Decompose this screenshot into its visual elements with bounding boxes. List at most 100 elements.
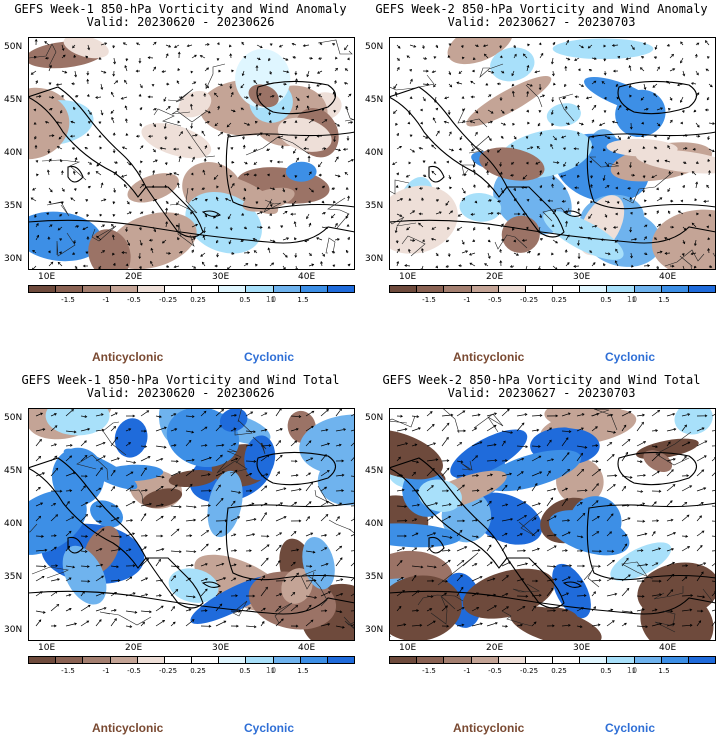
longitude-label: 30E <box>212 643 230 653</box>
valid-period: Valid: 20230627 - 20230703 <box>447 386 636 400</box>
country-border <box>679 255 693 270</box>
anticyclonic-shading <box>606 138 678 157</box>
colorbar-segment <box>661 286 689 292</box>
anticyclonic-label: Anticyclonic <box>92 721 164 735</box>
coastline <box>428 536 445 554</box>
latitude-label: 30N <box>4 254 23 264</box>
coastline <box>428 165 445 183</box>
latitude-label: 35N <box>4 201 23 211</box>
map-panel: GEFS Week-2 850-hPa Vorticity and Wind T… <box>361 371 722 742</box>
longitude-label: 20E <box>486 643 504 653</box>
colorbar-segment <box>110 657 138 663</box>
colorbar-tick-label: 1 <box>270 667 276 675</box>
colorbar-segment <box>444 286 472 292</box>
longitude-label: 40E <box>659 643 677 653</box>
latitude-label: 45N <box>4 466 23 476</box>
country-border <box>622 171 674 204</box>
coastline <box>144 186 204 238</box>
colorbar-segment <box>137 286 165 292</box>
anticyclonic-shading <box>88 229 131 270</box>
colorbar-tick-label: 1.5 <box>658 667 670 675</box>
latitude-label: 50N <box>4 42 23 52</box>
colorbar-segment <box>192 657 220 663</box>
longitude-label: 20E <box>125 643 143 653</box>
colorbar-segment <box>83 657 111 663</box>
wind-vectors <box>30 38 354 270</box>
latitude-label: 50N <box>4 413 23 423</box>
map-canvas <box>28 37 355 270</box>
longitude-label: 20E <box>486 272 504 282</box>
country-border <box>237 408 243 423</box>
anticyclonic-shading <box>141 123 212 159</box>
colorbar-segment <box>498 286 526 292</box>
longitude-label: 30E <box>573 272 591 282</box>
longitude-label: 10E <box>399 643 417 653</box>
cyclonic-shading <box>490 47 535 82</box>
colorbar-segment <box>137 657 165 663</box>
colorbar-tick-label: 1 <box>270 296 276 304</box>
colorbar-segment <box>56 286 84 292</box>
cyclonic-shading <box>114 418 148 458</box>
country-border <box>205 63 226 90</box>
colorbar-tick-label: -1.5 <box>422 667 436 675</box>
colorbar-tick-label: -1 <box>102 296 110 304</box>
cyclonic-shading <box>418 479 462 512</box>
colorbar <box>28 285 355 293</box>
colorbar-tick-label: -0.25 <box>158 667 178 675</box>
longitude-label: 40E <box>298 643 316 653</box>
valid-period: Valid: 20230620 - 20230626 <box>86 386 275 400</box>
colorbar-tick-label: 0.25 <box>551 667 567 675</box>
colorbar-tick-label: 0.5 <box>239 296 251 304</box>
colorbar-tick-label: -1.5 <box>61 296 75 304</box>
cyclonic-label: Cyclonic <box>244 721 295 735</box>
colorbar-segment <box>634 657 662 663</box>
colorbar-multiplier: 10 <box>626 295 638 304</box>
coastline <box>586 131 716 210</box>
country-border <box>226 448 242 464</box>
colorbar-segment <box>417 657 445 663</box>
coastline <box>201 210 221 218</box>
country-border <box>558 93 575 122</box>
colorbar-segment <box>444 657 472 663</box>
country-border <box>216 460 248 474</box>
coastline <box>617 80 698 115</box>
valid-period: Valid: 20230627 - 20230703 <box>447 15 636 29</box>
anticyclonic-shading <box>651 209 716 270</box>
country-border <box>263 198 282 213</box>
latitude-label: 40N <box>4 148 23 158</box>
map-canvas <box>28 408 355 641</box>
vorticity-map <box>28 408 355 641</box>
wind-vectors <box>392 39 716 270</box>
country-border <box>389 415 416 428</box>
country-border <box>473 413 504 433</box>
latitude-label: 30N <box>365 625 384 635</box>
cyclonic-shading <box>302 536 335 590</box>
colorbar-tick-label: -0.5 <box>488 667 502 675</box>
colorbar <box>389 656 716 664</box>
country-border <box>654 610 676 633</box>
colorbar-tick-label: 0.25 <box>551 296 567 304</box>
country-border <box>655 431 692 466</box>
colorbar-tick-label: -1 <box>463 667 471 675</box>
colorbar-segment <box>83 286 111 292</box>
country-border <box>28 43 57 67</box>
coastline <box>28 590 355 641</box>
country-border <box>442 408 460 434</box>
coastline <box>201 581 221 589</box>
country-border <box>185 127 216 158</box>
anticyclonic-label: Anticyclonic <box>92 350 164 364</box>
country-border <box>28 523 38 547</box>
latitude-label: 45N <box>365 95 384 105</box>
anticyclonic-shading <box>501 215 540 253</box>
cyclonic-label: Cyclonic <box>605 721 656 735</box>
country-border <box>389 179 410 195</box>
colorbar-segment <box>580 657 608 663</box>
colorbar-tick-label: -0.25 <box>519 667 539 675</box>
colorbar-segment <box>29 286 57 292</box>
latitude-label: 30N <box>365 254 384 264</box>
colorbar-tick-label: 0.5 <box>239 667 251 675</box>
latitude-label: 40N <box>365 519 384 529</box>
country-border <box>457 107 488 128</box>
colorbar-segment <box>525 286 554 292</box>
colorbar-segment <box>327 657 355 663</box>
